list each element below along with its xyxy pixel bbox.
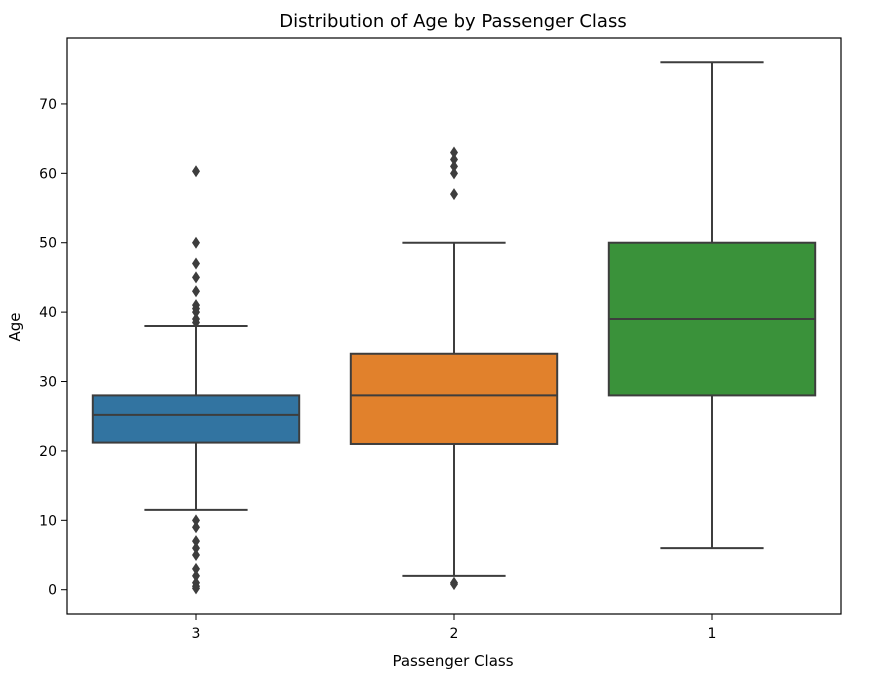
y-tick-label: 30 <box>39 375 57 391</box>
box-group-class-1 <box>607 61 817 550</box>
y-tick-label: 10 <box>39 513 57 529</box>
x-tick-label: 2 <box>450 626 459 642</box>
iqr-box <box>91 394 301 444</box>
y-axis: 0 10 20 30 40 50 60 70 <box>39 97 67 599</box>
outlier-point <box>450 167 458 180</box>
outlier-point <box>450 188 458 201</box>
outlier-point <box>192 562 200 575</box>
box-group-class-3 <box>91 165 301 595</box>
outlier-point <box>192 535 200 548</box>
outlier-point <box>450 153 458 166</box>
x-tick-label: 3 <box>192 626 201 642</box>
outlier-point <box>192 569 200 582</box>
y-tick-label: 20 <box>39 444 57 460</box>
box-group-class-2 <box>349 146 559 591</box>
x-axis-label: Passenger Class <box>392 652 513 670</box>
outlier-point <box>192 165 200 178</box>
y-tick-label: 50 <box>39 236 57 252</box>
outlier-point <box>192 306 200 319</box>
outlier-point <box>192 257 200 270</box>
outlier-point <box>192 271 200 284</box>
x-axis: 3 2 1 <box>192 614 717 642</box>
plot-area <box>91 61 817 595</box>
outlier-point <box>192 514 200 527</box>
y-tick-label: 60 <box>39 166 57 182</box>
y-tick-label: 0 <box>48 583 57 599</box>
outlier-point <box>192 521 200 534</box>
outlier-point <box>192 236 200 249</box>
outlier-point <box>192 542 200 555</box>
iqr-box <box>349 352 559 445</box>
y-tick-label: 40 <box>39 305 57 321</box>
outlier-point <box>450 578 458 591</box>
y-axis-label: Age <box>6 312 24 341</box>
outlier-point <box>192 316 200 329</box>
outlier-point <box>192 582 200 595</box>
x-tick-label: 1 <box>708 626 717 642</box>
outlier-point <box>192 549 200 562</box>
outlier-point <box>450 160 458 173</box>
y-tick-label: 70 <box>39 97 57 113</box>
chart-title: Distribution of Age by Passenger Class <box>279 11 626 32</box>
outlier-point <box>192 285 200 298</box>
outlier-point <box>450 146 458 159</box>
